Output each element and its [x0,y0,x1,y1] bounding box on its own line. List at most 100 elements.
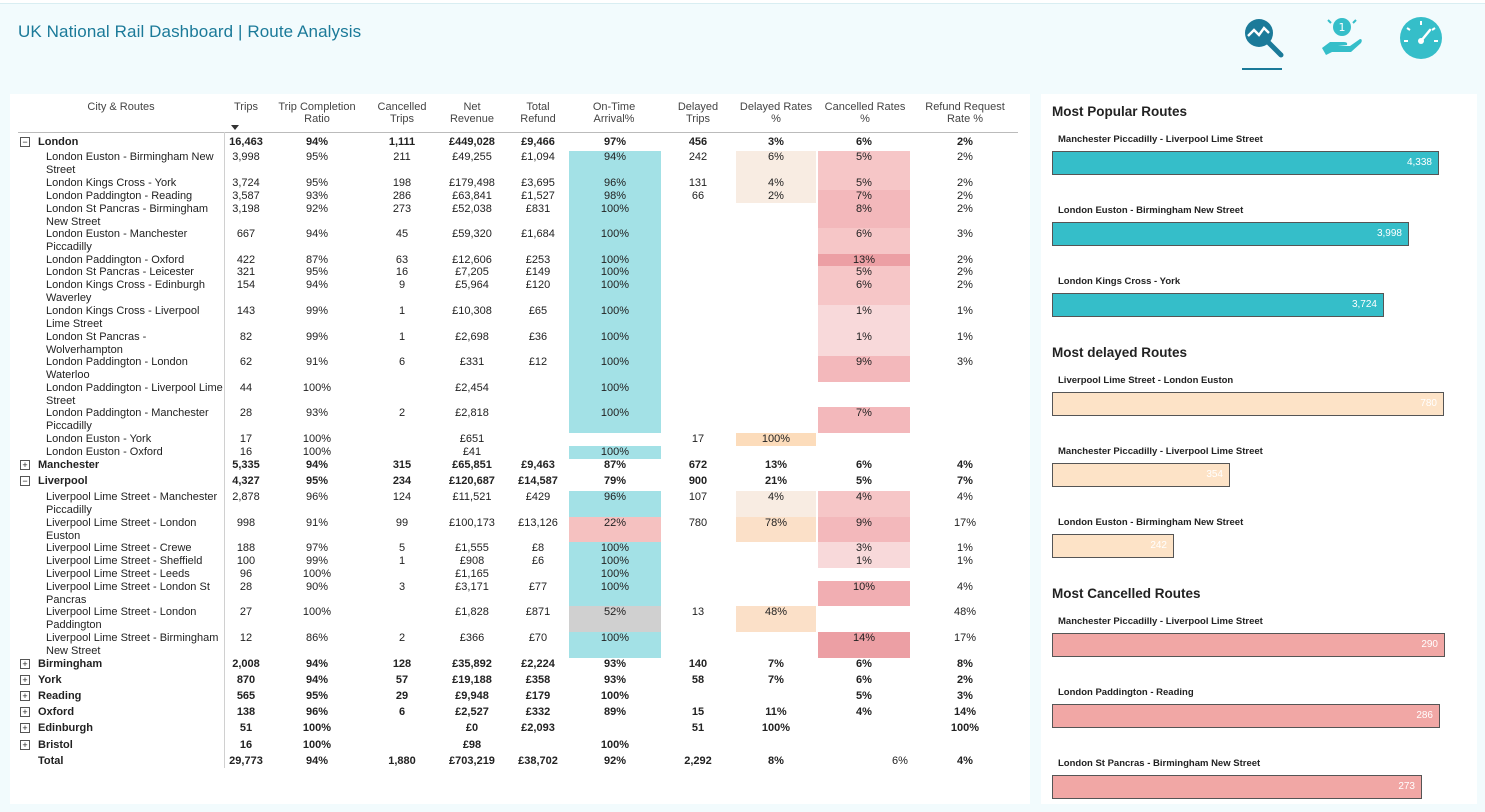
table-row-route[interactable]: Liverpool Lime Street - London Paddingto… [10,606,1020,632]
cell-completion-ratio: 94% [305,228,329,240]
expand-icon[interactable]: + [20,675,30,685]
cell-cancelled-rate: 7% [856,190,872,202]
col-header-refund-rate[interactable]: Refund Request Rate % [925,101,1005,125]
cell-ontime: 89% [603,706,627,718]
cell-ontime: 100% [600,581,630,593]
col-header-total-refund[interactable]: Total Refund [520,101,556,125]
route-bar[interactable]: 290 [1052,633,1445,657]
route-bar[interactable]: 780 [1052,392,1444,416]
col-header-cancelled-trips[interactable]: Cancelled Trips [377,101,427,125]
table-row-route[interactable]: London St Pancras - Wolverhampton 82 99% 1 £… [10,331,1020,356]
cell-total-refund: £1,094 [521,151,555,163]
table-row-route[interactable]: Liverpool Lime Street - London Euston 998… [10,517,1020,542]
cell-net-revenue: £41 [462,446,482,458]
cell-total-refund: £871 [525,606,551,618]
route-bar[interactable]: 3,724 [1052,293,1384,317]
table-row-route[interactable]: London Euston - York 17 100% £651 17 100% [10,433,1020,446]
expand-icon[interactable]: + [20,659,30,669]
table-row-city[interactable]: + Reading 565 95% 29 £9,948 £179 100% 5% 3% [10,690,1020,704]
table-row-city[interactable]: + Edinburgh 51 100% £0 £2,093 51 100% 100% [10,722,1020,736]
cancelled-heat-cell [818,254,910,266]
col-header-delayed-trips[interactable]: Delayed Trips [677,101,719,125]
ontime-heat-cell [569,228,661,254]
cell-ontime: 94% [603,151,627,163]
table-row-route[interactable]: Liverpool Lime Street - Birmingham New S… [10,632,1020,658]
table-row-city[interactable]: + York 870 94% 57 £19,188 £358 93% 58 7% 6% 2% [10,674,1020,688]
cell-cancelled-rate: 5% [856,151,872,163]
sort-descending-icon[interactable] [231,125,239,130]
cell-completion-ratio: 94% [305,658,329,670]
col-header-delayed-rate[interactable]: Delayed Rates % [739,101,813,125]
route-bar[interactable]: 354 [1052,463,1230,487]
refund-hand-icon[interactable]: 1 [1318,14,1364,60]
route-analysis-icon[interactable] [1240,14,1286,60]
cell-cancelled-trips: 6 [398,356,406,368]
table-row-city[interactable]: − London 16,463 94% 1,111 £449,028 £9,466 97% 45… [10,136,1020,150]
table-row-city[interactable]: + Oxford 138 96% 6 £2,527 £332 89% 15 11% 4% 14% [10,706,1020,720]
table-row-route[interactable]: London St Pancras - Leicester 321 95% 16 £7,… [10,266,1020,279]
table-row-route[interactable]: London Kings Cross - Liverpool Lime Stre… [10,305,1020,331]
table-row-city[interactable]: + Birmingham 2,008 94% 128 £35,892 £2,224 93% 14… [10,658,1020,672]
route-bar[interactable]: 242 [1052,534,1174,558]
cell-delayed-rate: 7% [768,658,784,670]
row-label: Liverpool [38,475,88,487]
cell-refund-rate: 2% [957,136,973,148]
table-row-route[interactable]: London Paddington - London Waterloo 62 91%… [10,356,1020,382]
cell-delayed-trips: 456 [688,136,708,148]
table-row-city[interactable]: − Liverpool 4,327 95% 234 £120,687 £14,587 79% 9… [10,475,1020,489]
total-label: Total [38,755,64,767]
expand-icon[interactable]: + [20,707,30,717]
ontime-heat-cell [569,305,661,331]
cell-trips: 3,587 [232,190,260,202]
expand-icon[interactable]: + [20,723,30,733]
cell-trips: 16 [239,739,253,751]
table-row-route[interactable]: London Kings Cross - York 3,724 95% 198 £179… [10,177,1020,190]
cell-delayed-rate: 100% [761,433,791,445]
table-row-route[interactable]: Liverpool Lime Street - Sheffield 100 99% 1… [10,555,1020,568]
expand-icon[interactable]: + [20,740,30,750]
table-row-route[interactable]: London Paddington - Liverpool Lime Stree… [10,382,1020,407]
cell-cancelled-rate: 6% [856,674,872,686]
cell-completion-ratio: 100% [302,446,332,458]
route-bar[interactable]: 4,338 [1052,151,1439,175]
route-matrix-table: City & Routes Trips Trip Completion Rati… [10,94,1030,804]
table-row-route[interactable]: London St Pancras - Birmingham New Stree… [10,203,1020,228]
table-row-route[interactable]: Liverpool Lime Street - Crewe 188 97% 5 £1,5… [10,542,1020,555]
row-label: Manchester [38,459,100,471]
collapse-icon[interactable]: − [20,476,30,486]
cell-refund-rate: 1% [957,305,973,317]
table-row-route[interactable]: London Euston - Oxford 16 100% £41 100% [10,446,1020,459]
col-header-ontime[interactable]: On-Time Arrival% [592,101,636,125]
route-bar[interactable]: 273 [1052,775,1422,799]
col-header-completion-ratio[interactable]: Trip Completion Ratio [278,101,356,125]
route-bar[interactable]: 286 [1052,704,1440,728]
speedometer-icon[interactable] [1398,14,1444,60]
cell-net-revenue: £98 [462,739,482,751]
expand-icon[interactable]: + [20,691,30,701]
route-bar[interactable]: 3,998 [1052,222,1409,246]
cell-cancelled-rate: 1% [856,305,872,317]
table-row-route[interactable]: London Paddington - Reading 3,587 93% 286 £6… [10,190,1020,203]
expand-icon[interactable]: + [20,460,30,470]
row-label: Edinburgh [38,722,93,734]
cancelled-heat-cell [818,517,910,542]
col-header-net-revenue[interactable]: Net Revenue [449,101,495,125]
table-row-route[interactable]: London Euston - Manchester Piccadilly 667… [10,228,1020,254]
col-header-city-routes[interactable]: City & Routes [87,101,155,113]
table-row-route[interactable]: Liverpool Lime Street - Manchester Picca… [10,491,1020,517]
col-header-trips[interactable]: Trips [233,101,259,113]
cell-cancelled-trips: 6 [398,706,406,718]
table-row-route[interactable]: London Euston - Birmingham New Street 3,9… [10,151,1020,177]
table-row-route[interactable]: Liverpool Lime Street - Leeds 96 100% £1,16… [10,568,1020,581]
bar-value: 3,998 [1376,228,1402,239]
table-row-route[interactable]: London Paddington - Manchester Piccadill… [10,407,1020,433]
table-row-route[interactable]: London Kings Cross - Edinburgh Waverley 1… [10,279,1020,305]
cell-refund-rate: 2% [957,266,973,278]
table-row-route[interactable]: Liverpool Lime Street - London St Pancra… [10,581,1020,606]
table-row-city[interactable]: + Bristol 16 100% £98 100% [10,739,1020,753]
table-row-city[interactable]: + Manchester 5,335 94% 315 £65,851 £9,463 87% 67… [10,459,1020,473]
col-header-cancelled-rate[interactable]: Cancelled Rates % [824,101,906,125]
collapse-icon[interactable]: − [20,137,30,147]
table-row-route[interactable]: London Paddington - Oxford 422 87% 63 £12,60… [10,254,1020,266]
